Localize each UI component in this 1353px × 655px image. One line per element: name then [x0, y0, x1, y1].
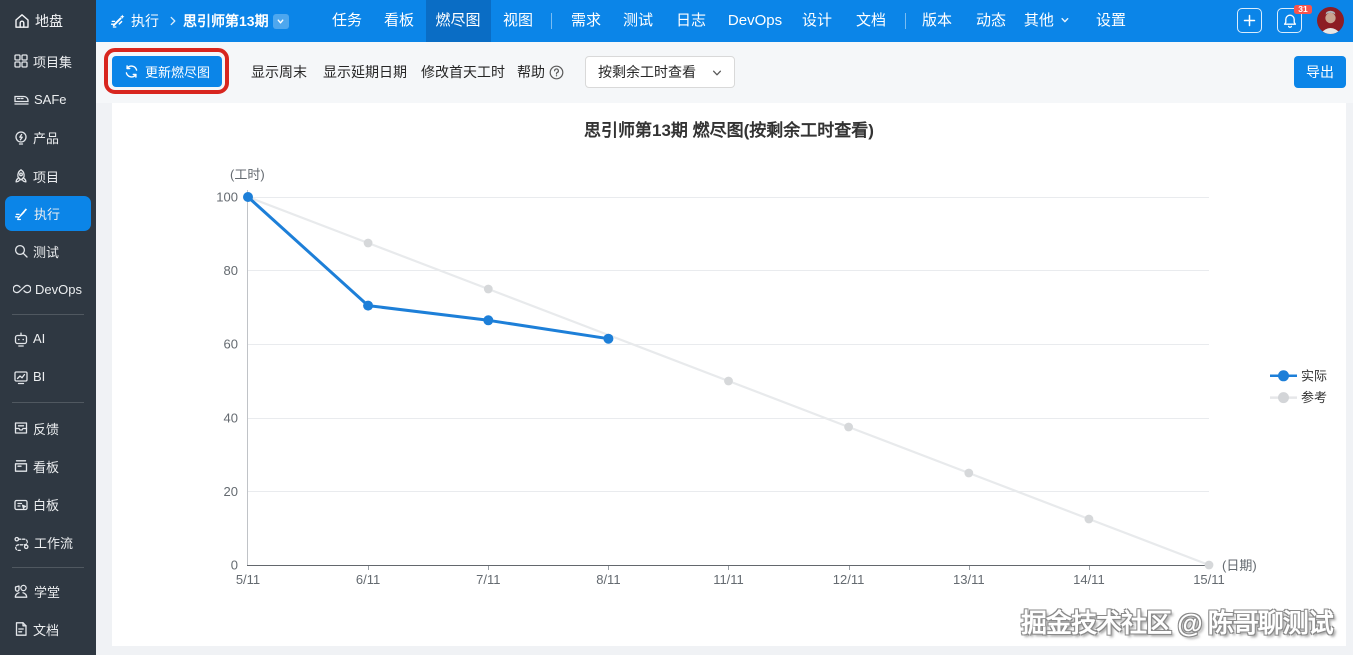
- svg-text:5/11: 5/11: [236, 572, 260, 587]
- svg-text:6/11: 6/11: [356, 572, 380, 587]
- svg-text:实际: 实际: [1301, 368, 1327, 383]
- svg-text:100: 100: [216, 190, 238, 205]
- svg-text:8/11: 8/11: [596, 572, 620, 587]
- svg-text:40: 40: [224, 410, 238, 425]
- svg-text:0: 0: [231, 558, 238, 573]
- svg-text:(工时): (工时): [230, 167, 265, 182]
- svg-text:(日期): (日期): [1222, 558, 1257, 573]
- svg-text:参考: 参考: [1301, 390, 1327, 405]
- svg-text:13/11: 13/11: [953, 572, 985, 587]
- svg-text:11/11: 11/11: [713, 572, 744, 587]
- svg-text:20: 20: [224, 484, 238, 499]
- svg-text:60: 60: [224, 337, 238, 352]
- svg-text:80: 80: [224, 263, 238, 278]
- svg-text:12/11: 12/11: [833, 572, 865, 587]
- svg-text:7/11: 7/11: [476, 572, 500, 587]
- svg-text:14/11: 14/11: [1073, 572, 1105, 587]
- svg-text:15/11: 15/11: [1193, 572, 1225, 587]
